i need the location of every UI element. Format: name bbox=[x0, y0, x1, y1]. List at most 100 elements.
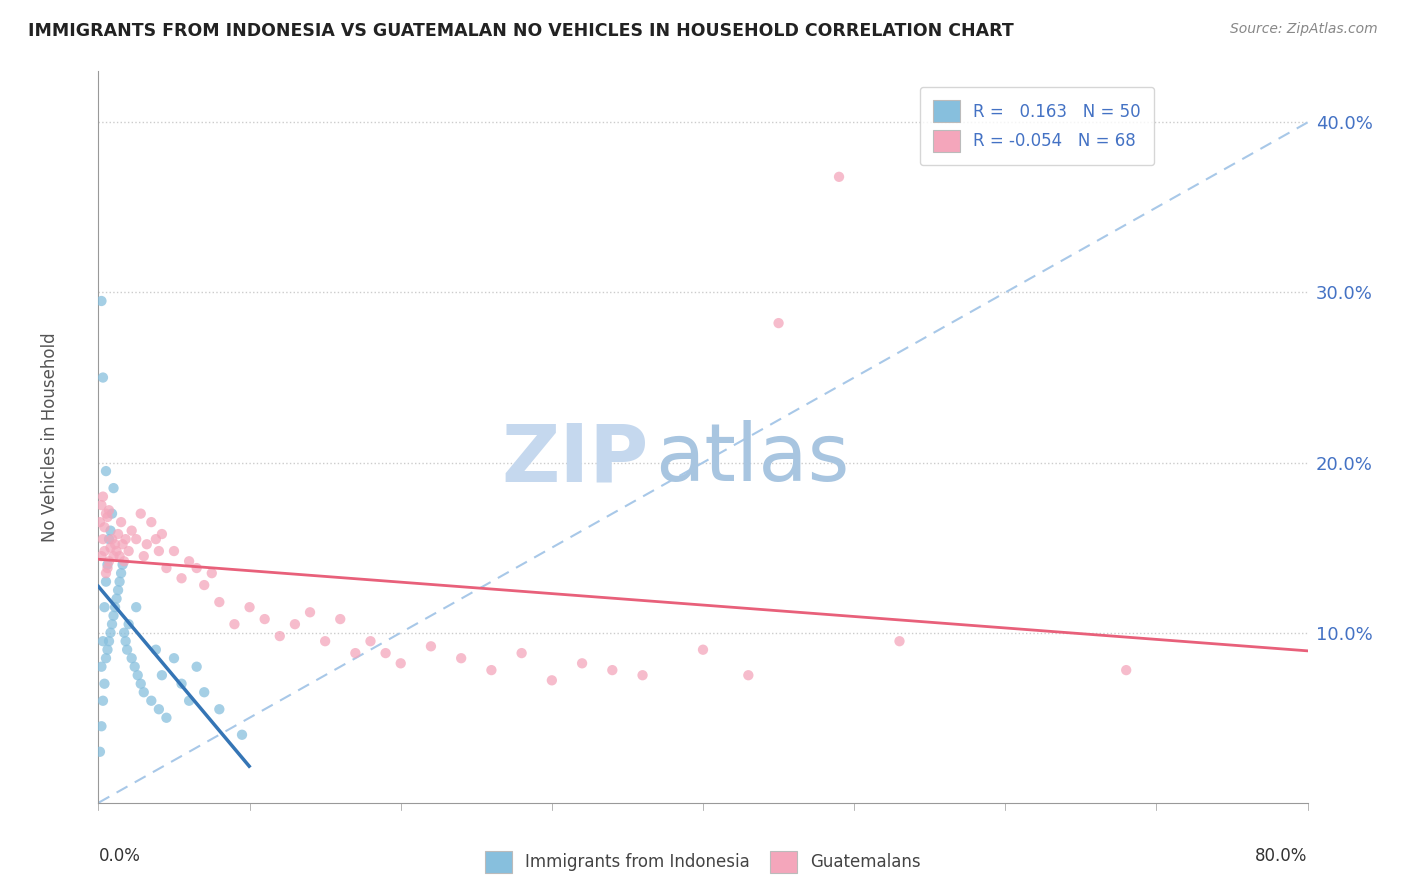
Point bbox=[360, 634, 382, 648]
Point bbox=[91, 370, 114, 384]
Point bbox=[141, 515, 163, 529]
Point bbox=[98, 554, 121, 568]
Point bbox=[231, 728, 253, 742]
Point bbox=[692, 642, 714, 657]
Point bbox=[96, 561, 118, 575]
Point bbox=[111, 537, 134, 551]
Point bbox=[193, 685, 215, 699]
Point bbox=[602, 663, 624, 677]
Point bbox=[94, 507, 117, 521]
Text: 0.0%: 0.0% bbox=[98, 847, 141, 864]
Text: IMMIGRANTS FROM INDONESIA VS GUATEMALAN NO VEHICLES IN HOUSEHOLD CORRELATION CHA: IMMIGRANTS FROM INDONESIA VS GUATEMALAN … bbox=[28, 22, 1014, 40]
Point bbox=[284, 617, 307, 632]
Point bbox=[94, 566, 117, 581]
Point bbox=[112, 625, 135, 640]
Point bbox=[155, 711, 177, 725]
Point bbox=[105, 591, 128, 606]
Point bbox=[1115, 663, 1137, 677]
Point bbox=[299, 605, 322, 619]
Text: ZIP: ZIP bbox=[502, 420, 648, 498]
Text: Source: ZipAtlas.com: Source: ZipAtlas.com bbox=[1230, 22, 1378, 37]
Point bbox=[105, 544, 128, 558]
Point bbox=[737, 668, 759, 682]
Point bbox=[100, 541, 122, 555]
Point bbox=[239, 600, 262, 615]
Point bbox=[96, 510, 118, 524]
Point bbox=[115, 642, 138, 657]
Point bbox=[129, 677, 152, 691]
Point bbox=[127, 668, 149, 682]
Point bbox=[96, 558, 118, 572]
Point bbox=[107, 583, 129, 598]
Point bbox=[148, 702, 170, 716]
Point bbox=[768, 316, 790, 330]
Point bbox=[125, 532, 148, 546]
Point bbox=[155, 561, 177, 575]
Point bbox=[101, 532, 124, 546]
Point bbox=[94, 574, 117, 589]
Point bbox=[93, 677, 115, 691]
Point bbox=[631, 668, 654, 682]
Point bbox=[100, 625, 122, 640]
Text: No Vehicles in Household: No Vehicles in Household bbox=[41, 332, 59, 542]
Point bbox=[186, 659, 208, 673]
Point bbox=[91, 634, 114, 648]
Point bbox=[150, 527, 173, 541]
Point bbox=[96, 642, 118, 657]
Point bbox=[132, 685, 155, 699]
Point bbox=[186, 561, 208, 575]
Point bbox=[269, 629, 291, 643]
Point bbox=[148, 544, 170, 558]
Point bbox=[201, 566, 224, 581]
Point bbox=[98, 503, 121, 517]
Point bbox=[108, 574, 131, 589]
Point bbox=[89, 745, 111, 759]
Text: 80.0%: 80.0% bbox=[1256, 847, 1308, 864]
Point bbox=[118, 617, 141, 632]
Point bbox=[104, 600, 127, 615]
Point bbox=[114, 634, 136, 648]
Point bbox=[179, 694, 201, 708]
Point bbox=[141, 694, 163, 708]
Point bbox=[450, 651, 472, 665]
Point bbox=[329, 612, 352, 626]
Point bbox=[111, 558, 134, 572]
Point bbox=[98, 532, 121, 546]
Point bbox=[510, 646, 533, 660]
Point bbox=[90, 719, 112, 733]
Point bbox=[110, 515, 132, 529]
Point bbox=[110, 566, 132, 581]
Point bbox=[112, 554, 135, 568]
Point bbox=[163, 651, 186, 665]
Point bbox=[540, 673, 562, 688]
Point bbox=[889, 634, 911, 648]
Legend: R =   0.163   N = 50, R = -0.054   N = 68: R = 0.163 N = 50, R = -0.054 N = 68 bbox=[920, 87, 1154, 165]
Point bbox=[90, 293, 112, 308]
Point bbox=[224, 617, 246, 632]
Point bbox=[101, 617, 124, 632]
Point bbox=[828, 169, 851, 184]
Point bbox=[253, 612, 276, 626]
Point bbox=[314, 634, 336, 648]
Point bbox=[374, 646, 396, 660]
Point bbox=[132, 549, 155, 563]
Point bbox=[91, 532, 114, 546]
Point bbox=[90, 659, 112, 673]
Point bbox=[571, 657, 593, 671]
Point bbox=[170, 571, 193, 585]
Point bbox=[104, 537, 127, 551]
Point bbox=[103, 549, 125, 563]
Point bbox=[100, 524, 122, 538]
Point bbox=[101, 507, 124, 521]
Point bbox=[150, 668, 173, 682]
Point bbox=[170, 677, 193, 691]
Point bbox=[121, 651, 143, 665]
Point bbox=[121, 524, 143, 538]
Point bbox=[91, 490, 114, 504]
Point bbox=[93, 544, 115, 558]
Point bbox=[163, 544, 186, 558]
Point bbox=[91, 694, 114, 708]
Point bbox=[389, 657, 412, 671]
Point bbox=[118, 544, 141, 558]
Point bbox=[90, 549, 112, 563]
